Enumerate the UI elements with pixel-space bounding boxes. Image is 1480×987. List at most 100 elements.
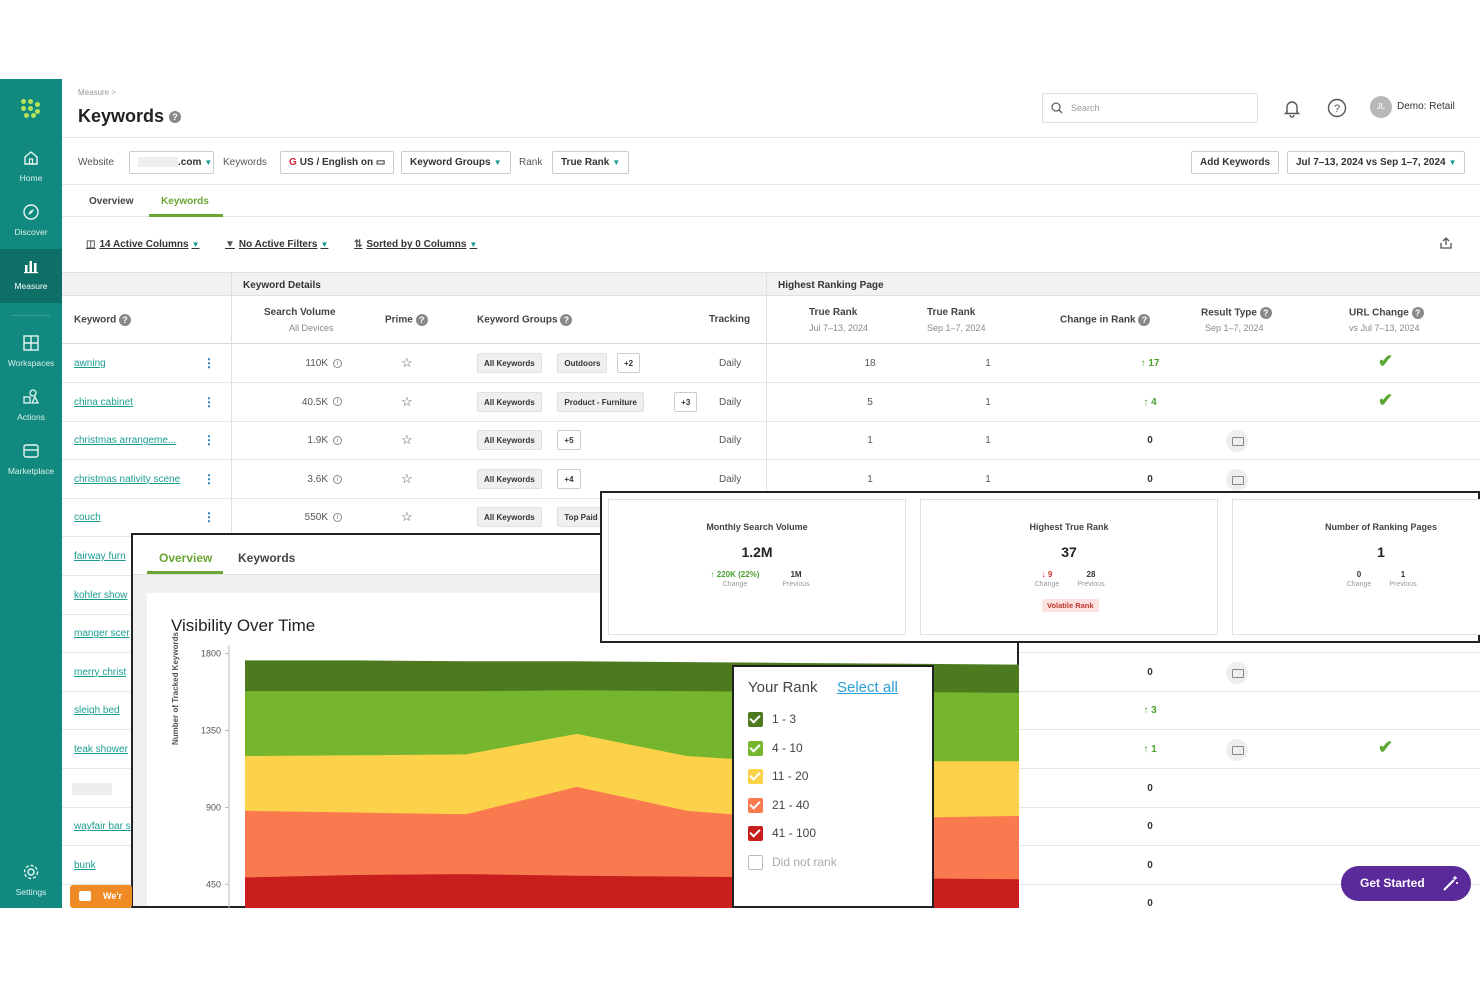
help-icon[interactable]: ? xyxy=(1138,314,1151,326)
columns-menu[interactable]: ◫ 14 Active Columns ▼ xyxy=(86,239,199,250)
help-icon[interactable]: ? xyxy=(1259,307,1272,319)
image-result-icon[interactable] xyxy=(1226,661,1248,684)
keyword-groups-select[interactable]: Keyword Groups ▼ xyxy=(401,151,511,174)
row-menu-icon[interactable]: ⋮ xyxy=(203,394,215,409)
sidebar-item-measure[interactable]: Measure xyxy=(0,249,62,303)
col-tracking[interactable]: Tracking xyxy=(709,314,751,325)
row-menu-icon[interactable]: ⋮ xyxy=(203,471,215,486)
checkbox[interactable] xyxy=(748,826,763,841)
keyword-group-tag[interactable]: All Keywords xyxy=(477,507,542,528)
sidebar-item-discover[interactable]: Discover xyxy=(0,203,62,253)
table-row[interactable]: awning ⋮ 110K i ☆ All Keywords Outdoors +2 Daily… xyxy=(62,344,1480,383)
image-result-icon[interactable] xyxy=(1226,468,1248,491)
row-menu-icon[interactable]: ⋮ xyxy=(203,433,215,448)
keyword-link[interactable]: merry christ xyxy=(74,666,127,678)
account-name[interactable]: Demo: Retail xyxy=(1397,101,1455,112)
col-keyword[interactable]: Keyword ? xyxy=(74,314,132,326)
help-icon[interactable]: ? xyxy=(415,314,428,326)
search-input[interactable]: Search xyxy=(1042,93,1258,123)
keyword-group-tag[interactable]: +3 xyxy=(674,391,698,412)
star-icon[interactable]: ☆ xyxy=(401,509,413,525)
image-result-icon[interactable] xyxy=(1226,430,1248,453)
keyword-link[interactable]: christmas arrangeme... xyxy=(74,435,177,447)
sidebar-item-actions[interactable]: Actions xyxy=(0,388,62,438)
info-icon[interactable]: i xyxy=(333,358,342,368)
tab-overview[interactable]: Overview xyxy=(159,551,213,565)
keyword-link[interactable]: bunk xyxy=(74,859,96,871)
help-icon[interactable]: ? xyxy=(1411,307,1424,319)
bell-icon[interactable] xyxy=(1282,98,1302,118)
keyword-group-tag[interactable]: Product - Furniture xyxy=(557,391,644,412)
keyword-group-tag[interactable]: All Keywords xyxy=(477,353,542,373)
info-icon[interactable]: i xyxy=(333,474,342,484)
locale-select[interactable]: G US / English on ▭ xyxy=(280,151,395,174)
keyword-group-tag[interactable]: +4 xyxy=(557,468,581,489)
star-icon[interactable]: ☆ xyxy=(401,355,413,370)
keyword-link[interactable]: fairway furn xyxy=(74,551,126,562)
col-keyword-groups[interactable]: Keyword Groups ? xyxy=(477,314,573,326)
date-range-select[interactable]: Jul 7–13, 2024 vs Sep 1–7, 2024 ▼ xyxy=(1287,151,1466,174)
checkbox[interactable] xyxy=(748,712,763,727)
star-icon[interactable]: ☆ xyxy=(401,432,413,448)
get-started-button[interactable]: Get Started xyxy=(1341,866,1471,901)
sidebar-item-settings[interactable]: Settings xyxy=(0,863,62,908)
col-result-type[interactable]: Result Type ? xyxy=(1201,307,1272,319)
keyword-link[interactable]: wayfair bar s xyxy=(74,821,131,833)
table-row[interactable]: christmas arrangeme... ⋮ 1.9K i ☆ All Keyword… xyxy=(62,421,1480,461)
tab-keywords[interactable]: Keywords xyxy=(238,551,296,565)
help-icon[interactable]: ? xyxy=(169,111,182,124)
checkbox[interactable] xyxy=(748,769,763,784)
star-icon[interactable]: ☆ xyxy=(401,393,413,409)
checkbox[interactable] xyxy=(748,740,763,756)
keyword-group-tag[interactable]: All Keywords xyxy=(477,430,542,451)
tab-keywords[interactable]: Keywords xyxy=(161,196,209,207)
table-row[interactable]: china cabinet ⋮ 40.5K i ☆ All Keywords Product… xyxy=(62,383,1480,422)
sort-menu[interactable]: ⇅ Sorted by 0 Columns ▼ xyxy=(354,239,477,250)
tab-overview[interactable]: Overview xyxy=(89,196,134,207)
keyword-link[interactable]: awning xyxy=(74,358,106,369)
col-search-volume[interactable]: Search Volume xyxy=(264,307,336,318)
select-all-link[interactable]: Select all xyxy=(837,679,898,696)
keyword-group-tag[interactable]: All Keywords xyxy=(477,468,542,489)
row-menu-icon[interactable]: ⋮ xyxy=(203,510,215,525)
keyword-link[interactable]: teak shower xyxy=(74,744,128,755)
col-prime[interactable]: Prime ? xyxy=(385,314,428,326)
rank-select[interactable]: True Rank ▼ xyxy=(552,151,630,174)
breadcrumb[interactable]: Measure > xyxy=(78,88,117,97)
star-icon[interactable]: ☆ xyxy=(401,470,413,486)
col-change-in-rank[interactable]: Change in Rank ? xyxy=(1060,314,1151,326)
sidebar-item-workspaces[interactable]: Workspaces xyxy=(0,334,62,384)
keyword-group-tag[interactable]: +5 xyxy=(557,430,581,451)
keyword-link[interactable]: sleigh bed xyxy=(74,705,120,717)
export-icon[interactable] xyxy=(1439,236,1453,250)
website-select[interactable]: .com ▼ xyxy=(129,151,214,174)
add-keywords-button[interactable]: Add Keywords xyxy=(1191,151,1280,174)
filters-menu[interactable]: ▼ No Active Filters ▼ xyxy=(225,239,328,250)
checkbox[interactable] xyxy=(748,797,763,813)
checkbox[interactable] xyxy=(748,854,763,870)
keyword-group-tag[interactable]: All Keywords xyxy=(477,391,542,412)
question-icon[interactable]: ? xyxy=(1327,98,1347,118)
info-icon[interactable]: i xyxy=(333,397,342,407)
col-true-rank-2[interactable]: True Rank xyxy=(927,307,976,318)
col-true-rank-1[interactable]: True Rank xyxy=(809,307,858,318)
info-icon[interactable]: i xyxy=(333,436,342,446)
chat-button[interactable]: We'r xyxy=(70,885,132,908)
avatar[interactable]: JL xyxy=(1370,96,1392,118)
keyword-group-tag[interactable]: +2 xyxy=(617,353,641,373)
sidebar-item-home[interactable]: Home xyxy=(0,149,62,199)
logo-icon[interactable] xyxy=(21,99,41,119)
keyword-link[interactable]: couch xyxy=(74,512,101,524)
help-icon[interactable]: ? xyxy=(119,314,132,326)
keyword-link[interactable]: kohler show xyxy=(74,589,128,601)
help-icon[interactable]: ? xyxy=(560,314,573,326)
keyword-group-tag[interactable]: Top Paid xyxy=(557,507,605,528)
sidebar-item-marketplace[interactable]: Marketplace xyxy=(0,442,62,492)
keyword-link[interactable]: china cabinet xyxy=(74,396,133,408)
keyword-link[interactable]: christmas nativity scene xyxy=(74,473,181,485)
info-icon[interactable]: i xyxy=(333,513,342,523)
row-menu-icon[interactable]: ⋮ xyxy=(203,356,215,370)
image-result-icon[interactable] xyxy=(1226,739,1248,761)
col-url-change[interactable]: URL Change ? xyxy=(1349,307,1424,319)
keyword-group-tag[interactable]: Outdoors xyxy=(557,353,608,373)
